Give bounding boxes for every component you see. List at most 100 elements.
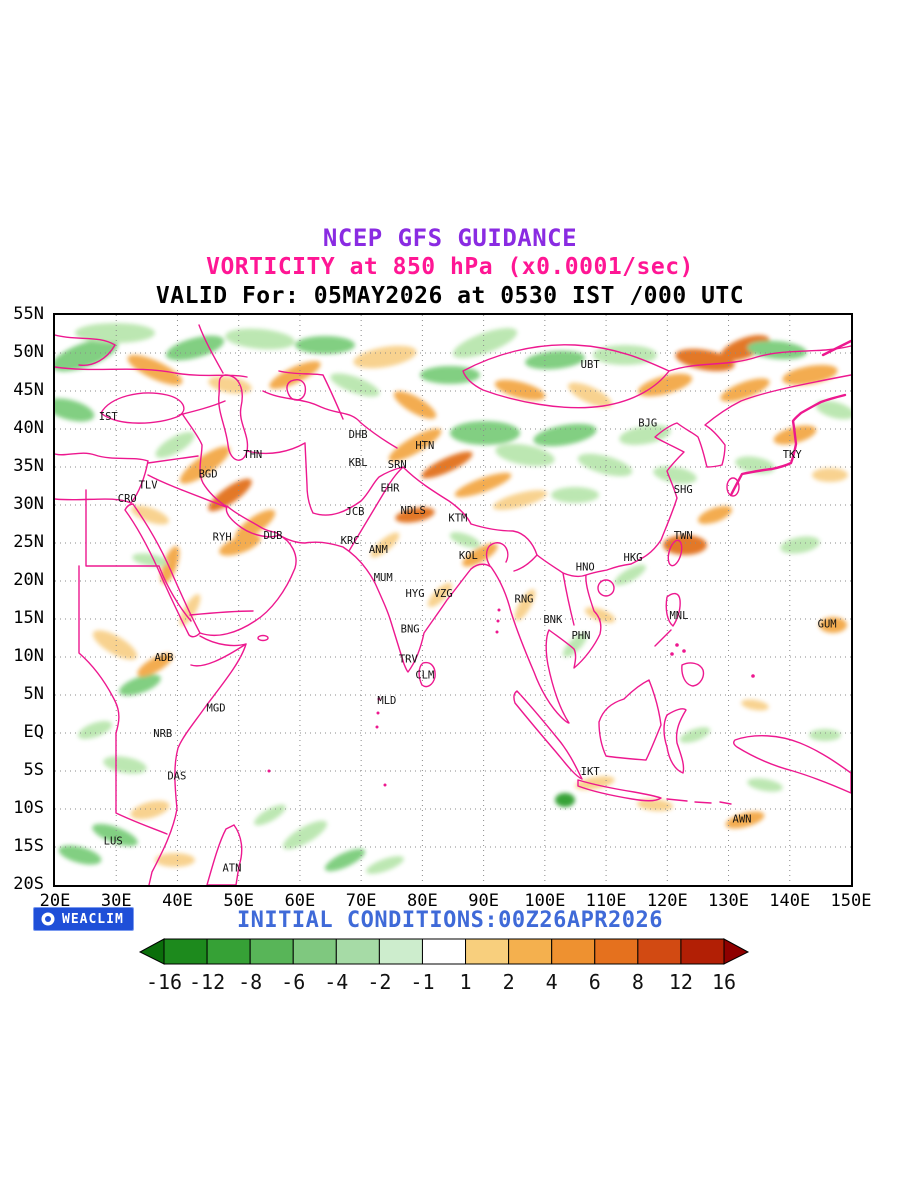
x-axis-tick-label: 130E: [708, 891, 750, 911]
page-title: NCEP GFS GUIDANCE: [322, 224, 578, 252]
vorticity-patch: [269, 361, 321, 389]
vorticity-patch: [614, 564, 646, 586]
station-label: GUM: [818, 618, 837, 630]
cyclone-icon: [41, 912, 55, 926]
vorticity-patch: [494, 379, 546, 401]
colorbar-level-label: 4: [545, 970, 558, 994]
station-label: TWN: [674, 530, 693, 542]
coastline-path: [278, 466, 538, 688]
station-label: EHR: [380, 482, 400, 494]
colorbar-level-label: 16: [711, 970, 737, 994]
coastline-island: [726, 477, 740, 497]
colorbar-segment: [292, 938, 337, 965]
station-label: HNO: [576, 561, 595, 573]
colorbar-segment: [594, 938, 639, 965]
vorticity-patch: [282, 820, 328, 850]
station-label: TRV: [399, 653, 419, 665]
vorticity-patch: [449, 532, 481, 548]
y-axis-tick-label: 55N: [13, 304, 44, 324]
y-axis-tick-label: 5N: [23, 684, 44, 704]
vorticity-patch: [330, 373, 380, 397]
vorticity-patch: [741, 699, 769, 711]
station-label: KTM: [448, 513, 467, 525]
y-axis-tick-label: 45N: [13, 380, 44, 400]
vorticity-patch: [452, 328, 518, 358]
colorbar-segment: [335, 938, 380, 965]
station-label: TKY: [783, 449, 803, 461]
valid-time-line: VALID For: 05MAY2026 at 0530 IST /000 UT…: [155, 283, 745, 309]
station-label: TLV: [139, 479, 159, 491]
x-axis-labels: 20E 30E 40E 50E 60E 70E 80E 90E 100E 110E 120E 130E…: [40, 891, 872, 913]
vorticity-patch: [562, 632, 588, 658]
colorbar-level-label: -12: [189, 970, 226, 994]
station-label: SRN: [388, 459, 407, 471]
vorticity-patch: [92, 823, 138, 847]
border-path: [54, 324, 398, 449]
station-label: MLD: [377, 695, 396, 707]
y-axis-tick-label: 35N: [13, 456, 44, 476]
vorticity-patch: [747, 778, 783, 792]
y-axis-tick-label: 15N: [13, 608, 44, 628]
station-label: KRC: [341, 535, 360, 547]
colorbar-level-label: 12: [668, 970, 693, 994]
colorbar-segment: [637, 938, 682, 965]
vorticity-patch: [725, 811, 765, 829]
vorticity-patch: [45, 398, 95, 422]
x-axis-tick-label: 120E: [646, 891, 688, 911]
colorbar-labels: -16 -12 -8 -6 -4 -2 -1 1 2 4 6 8 12 16: [138, 970, 750, 996]
station-label: MGD: [207, 703, 226, 715]
colorbar-scale: [138, 938, 750, 965]
y-axis-tick-label: 30N: [13, 494, 44, 514]
station-label: DUB: [263, 530, 282, 542]
colorbar-segment: [680, 938, 725, 965]
vorticity-patch: [225, 328, 295, 350]
colorbar-level-label: 1: [459, 970, 472, 994]
station-label: THN: [243, 449, 262, 461]
vorticity-patch: [420, 366, 480, 384]
vorticity-patch: [427, 582, 453, 608]
colorbar-segment: [508, 938, 553, 965]
vorticity-patch: [653, 466, 697, 484]
vorticity-patch: [179, 446, 231, 484]
y-axis-tick-label: 5S: [23, 760, 44, 780]
y-axis-tick-label: 40N: [13, 418, 44, 438]
colorbar: -16 -12 -8 -6 -4 -2 -1 1 2 4 6 8 12 16: [138, 938, 750, 998]
colorbar-level-label: -1: [410, 970, 435, 994]
station-label: ANM: [369, 544, 388, 556]
coastline-path: [54, 452, 297, 886]
coastline-path: [729, 339, 853, 497]
vorticity-patch: [160, 546, 180, 584]
station-label: CRO: [118, 493, 137, 505]
colorbar-level-label: -16: [145, 970, 183, 994]
y-axis-tick-label: 20S: [13, 874, 44, 894]
vorticity-patch: [165, 335, 225, 361]
vorticity-patch: [155, 432, 195, 458]
vorticity-patch: [77, 720, 113, 740]
vorticity-patch: [637, 798, 673, 812]
vorticity-patch: [551, 487, 599, 503]
vorticity-patch: [353, 345, 417, 369]
station-label: IST: [99, 411, 119, 423]
vorticity-patch: [179, 594, 201, 626]
station-label: MUM: [374, 572, 393, 584]
vorticity-patch: [219, 534, 261, 556]
station-label: BNK: [543, 614, 563, 626]
station-label: RYH: [213, 532, 232, 544]
vorticity-patch: [92, 630, 138, 660]
vorticity-patch: [720, 335, 770, 361]
station-label: MNL: [669, 610, 688, 622]
x-axis-tick-label: 30E: [100, 891, 132, 911]
vorticity-patch: [514, 589, 536, 621]
vorticity-patch: [815, 400, 855, 420]
station-label: RNG: [515, 593, 534, 605]
vorticity-patch: [131, 505, 169, 525]
vorticity-patch: [155, 853, 195, 867]
chart-subtitle: VORTICITY at 850 hPa (x0.0001/sec): [206, 254, 694, 280]
y-axis-tick-label: EQ: [23, 722, 44, 742]
x-axis-tick-label: 90E: [468, 891, 499, 911]
station-label: DAS: [167, 770, 186, 782]
vorticity-patch: [366, 856, 404, 874]
colorbar-segment: [378, 938, 423, 965]
station-label: NRB: [153, 728, 172, 740]
